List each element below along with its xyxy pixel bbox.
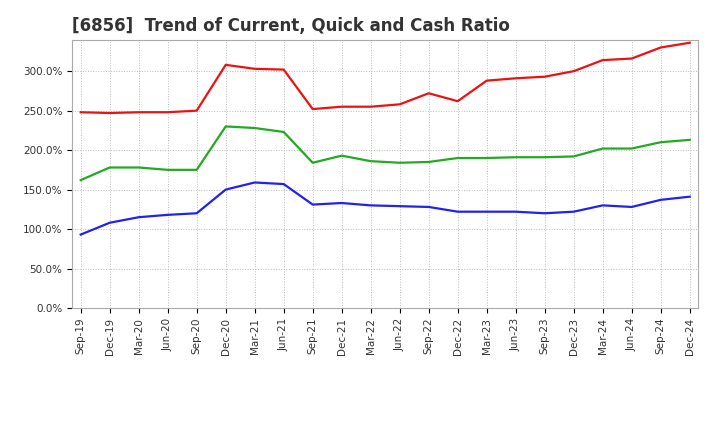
- Quick Ratio: [541, 154, 549, 160]
- Cash Ratio: [424, 204, 433, 209]
- Cash Ratio: [163, 212, 172, 217]
- Cash Ratio: [395, 204, 404, 209]
- Cash Ratio: [657, 197, 665, 202]
- Cash Ratio: [366, 203, 375, 208]
- Cash Ratio: [598, 203, 607, 208]
- Quick Ratio: [279, 129, 288, 135]
- Current Ratio: [366, 104, 375, 109]
- Current Ratio: [627, 56, 636, 61]
- Current Ratio: [135, 110, 143, 115]
- Quick Ratio: [454, 155, 462, 161]
- Quick Ratio: [251, 125, 259, 131]
- Quick Ratio: [308, 160, 317, 165]
- Current Ratio: [541, 74, 549, 79]
- Current Ratio: [279, 67, 288, 72]
- Cash Ratio: [570, 209, 578, 214]
- Cash Ratio: [221, 187, 230, 192]
- Quick Ratio: [135, 165, 143, 170]
- Cash Ratio: [192, 211, 201, 216]
- Current Ratio: [395, 102, 404, 107]
- Current Ratio: [685, 40, 694, 45]
- Cash Ratio: [454, 209, 462, 214]
- Quick Ratio: [221, 124, 230, 129]
- Quick Ratio: [338, 153, 346, 158]
- Quick Ratio: [163, 167, 172, 172]
- Current Ratio: [163, 110, 172, 115]
- Text: [6856]  Trend of Current, Quick and Cash Ratio: [6856] Trend of Current, Quick and Cash …: [72, 17, 510, 35]
- Current Ratio: [221, 62, 230, 67]
- Cash Ratio: [627, 204, 636, 209]
- Current Ratio: [308, 106, 317, 112]
- Quick Ratio: [511, 154, 520, 160]
- Current Ratio: [338, 104, 346, 109]
- Current Ratio: [657, 45, 665, 50]
- Quick Ratio: [627, 146, 636, 151]
- Current Ratio: [598, 58, 607, 63]
- Cash Ratio: [511, 209, 520, 214]
- Line: Current Ratio: Current Ratio: [81, 43, 690, 113]
- Current Ratio: [570, 69, 578, 74]
- Current Ratio: [424, 91, 433, 96]
- Cash Ratio: [338, 200, 346, 205]
- Quick Ratio: [657, 139, 665, 145]
- Quick Ratio: [482, 155, 491, 161]
- Quick Ratio: [105, 165, 114, 170]
- Line: Quick Ratio: Quick Ratio: [81, 126, 690, 180]
- Cash Ratio: [279, 181, 288, 187]
- Quick Ratio: [395, 160, 404, 165]
- Cash Ratio: [76, 232, 85, 237]
- Current Ratio: [192, 108, 201, 113]
- Cash Ratio: [308, 202, 317, 207]
- Cash Ratio: [685, 194, 694, 199]
- Current Ratio: [105, 110, 114, 116]
- Cash Ratio: [105, 220, 114, 225]
- Cash Ratio: [541, 211, 549, 216]
- Quick Ratio: [424, 159, 433, 165]
- Quick Ratio: [570, 154, 578, 159]
- Current Ratio: [251, 66, 259, 71]
- Cash Ratio: [482, 209, 491, 214]
- Quick Ratio: [598, 146, 607, 151]
- Cash Ratio: [135, 215, 143, 220]
- Quick Ratio: [366, 158, 375, 164]
- Cash Ratio: [251, 180, 259, 185]
- Quick Ratio: [76, 177, 85, 183]
- Line: Cash Ratio: Cash Ratio: [81, 183, 690, 235]
- Quick Ratio: [685, 137, 694, 143]
- Current Ratio: [454, 99, 462, 104]
- Quick Ratio: [192, 167, 201, 172]
- Current Ratio: [511, 76, 520, 81]
- Current Ratio: [76, 110, 85, 115]
- Current Ratio: [482, 78, 491, 83]
